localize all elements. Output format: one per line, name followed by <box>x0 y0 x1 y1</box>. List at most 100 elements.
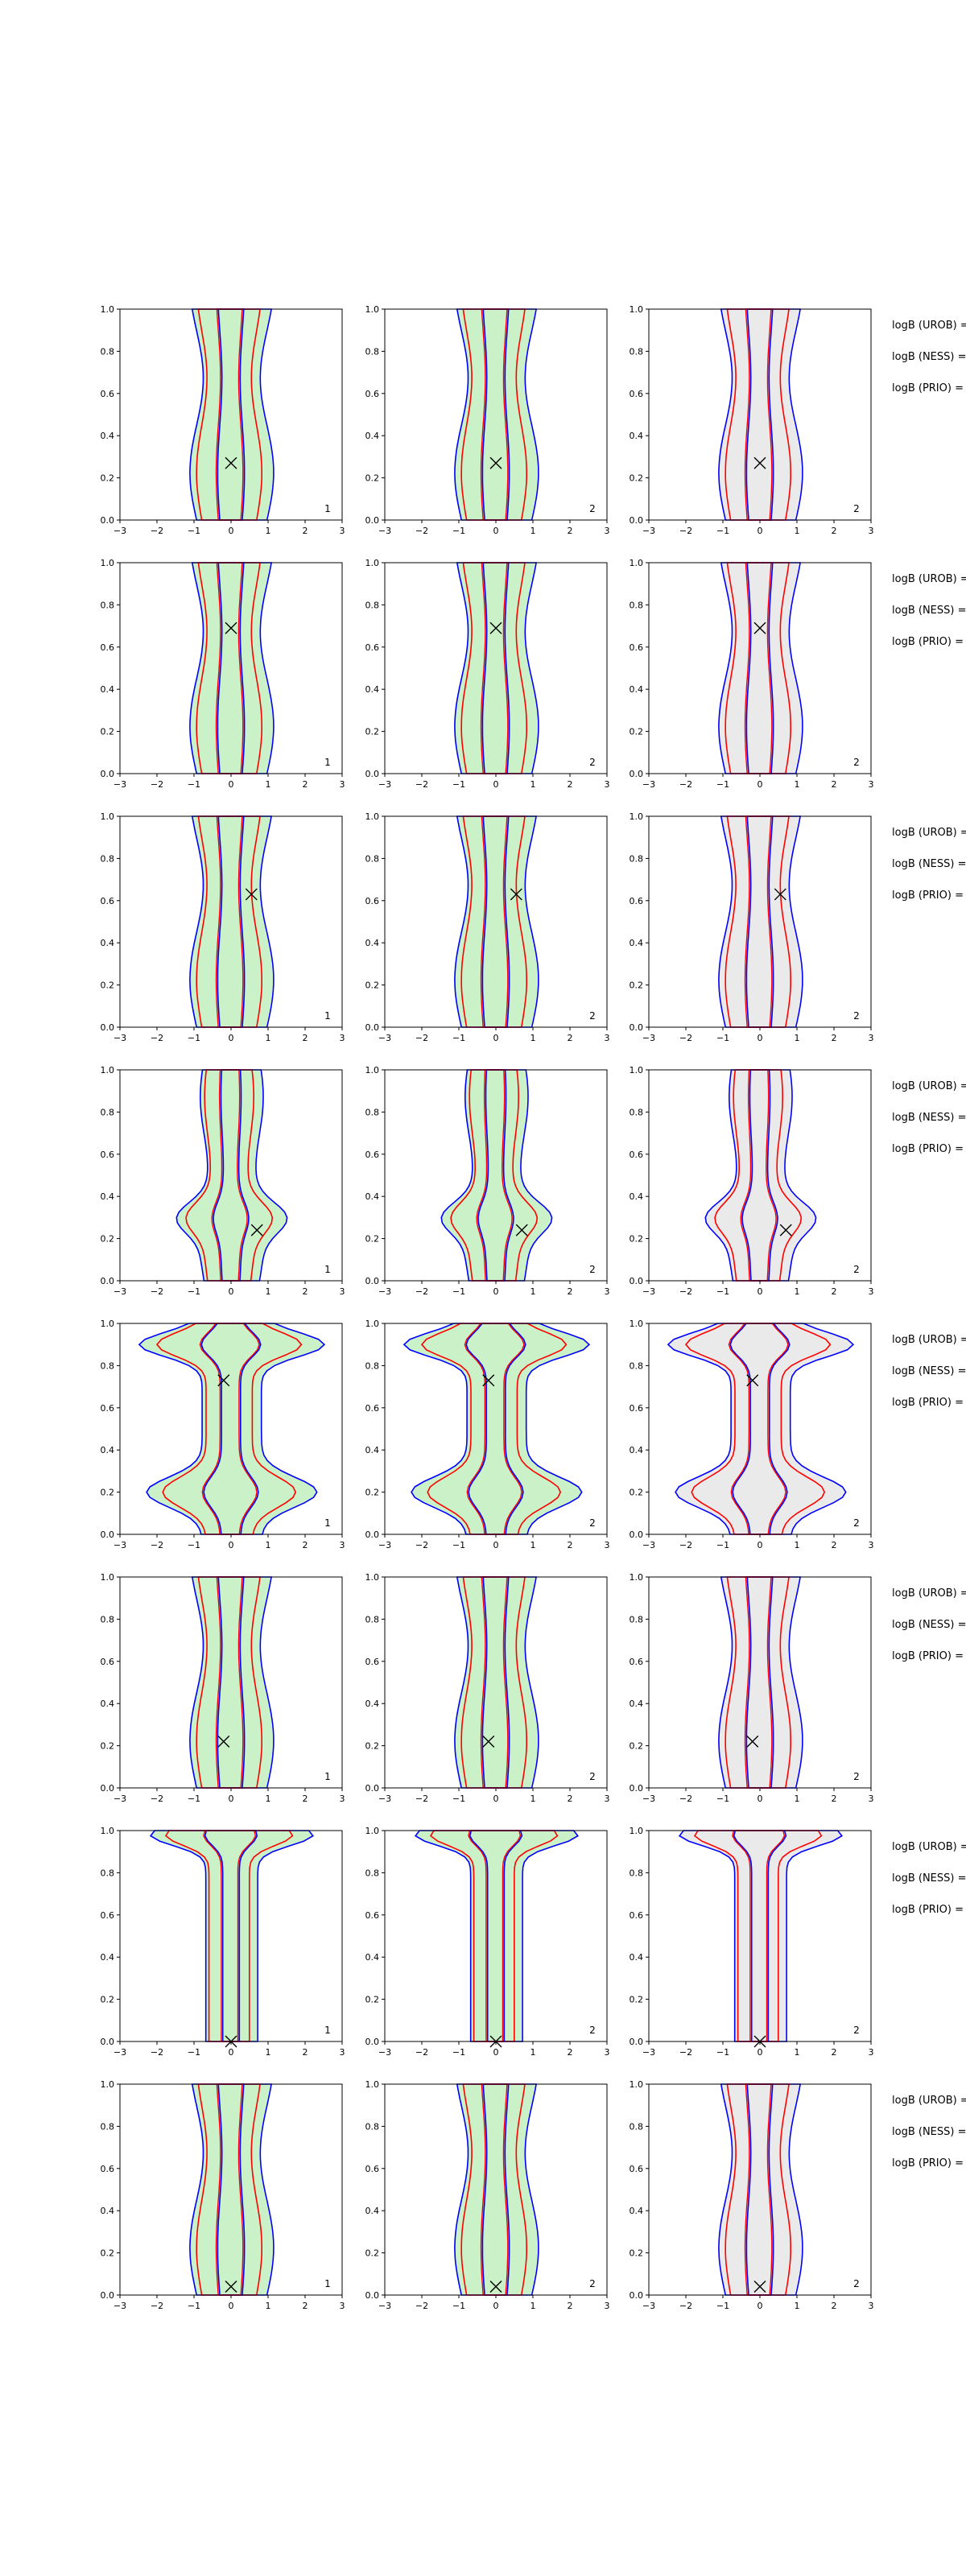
y-tick-label: 0.2 <box>101 980 115 991</box>
y-tick-label: 0.2 <box>365 980 380 991</box>
marker-x <box>489 456 502 469</box>
x-tick-label: 1 <box>266 1286 271 1297</box>
x-tick-label: −3 <box>114 1540 126 1550</box>
row-annotation: logB (NESS) = <box>892 1112 966 1124</box>
y-tick-label: 0.6 <box>365 389 380 399</box>
y-tick-label: 0.2 <box>101 1234 115 1245</box>
x-tick-label: 0 <box>229 779 234 790</box>
x-tick-label: −3 <box>114 526 126 536</box>
marker-x <box>753 456 766 469</box>
x-tick-label: 1 <box>795 1794 800 1804</box>
x-tick-label: −1 <box>452 2047 465 2058</box>
density-fill <box>189 309 273 520</box>
row-annotation: logB (NESS) = <box>892 2126 966 2138</box>
marker-x <box>489 2281 502 2293</box>
panel-label: 2 <box>853 1010 860 1022</box>
y-tick-label: 0.0 <box>630 2037 644 2047</box>
x-tick-label: 3 <box>340 1794 345 1804</box>
row-annotation: logB (UROB) = <box>892 1587 966 1600</box>
y-tick-label: 0.8 <box>630 1360 644 1371</box>
y-tick-label: 0.4 <box>630 684 644 695</box>
y-tick-label: 0.2 <box>630 1488 644 1498</box>
marker-x <box>250 1224 263 1236</box>
y-tick-label: 0.8 <box>365 346 380 357</box>
x-tick-label: 2 <box>303 1794 308 1804</box>
x-tick-label: 3 <box>605 2047 610 2058</box>
y-tick-label: 0.0 <box>365 1022 380 1033</box>
y-tick-label: 0.6 <box>101 1403 115 1414</box>
y-tick-label: 1.0 <box>630 304 644 315</box>
x-tick-label: −1 <box>716 1540 729 1550</box>
x-tick-label: 0 <box>229 1286 234 1297</box>
x-tick-label: −3 <box>114 779 126 790</box>
x-tick-label: 2 <box>832 779 837 790</box>
density-fill <box>718 2084 802 2295</box>
y-tick-label: 0.2 <box>101 1995 115 2005</box>
marker-x <box>774 888 786 901</box>
row-annotation: logB (PRIO) = <box>892 2157 964 2169</box>
subplot-r5-c3: −3 −2 −1 0 1 2 3 0.0 0.2 0.4 0.6 0.8 1.0 2 <box>630 1319 874 1550</box>
x-tick-label: −1 <box>188 2047 200 2058</box>
x-tick-label: −3 <box>378 1794 391 1804</box>
x-tick-label: −3 <box>642 1540 655 1550</box>
x-tick-label: −3 <box>378 1033 391 1043</box>
row-annotation: logB (NESS) = <box>892 1619 966 1631</box>
y-tick-label: 0.0 <box>101 2037 115 2047</box>
x-tick-label: 3 <box>605 1286 610 1297</box>
x-tick-label: 3 <box>340 1033 345 1043</box>
x-tick-label: 0 <box>493 1540 499 1550</box>
y-tick-label: 0.2 <box>630 727 644 737</box>
x-tick-label: −1 <box>452 526 465 536</box>
x-tick-label: −3 <box>642 779 655 790</box>
y-tick-label: 0.6 <box>630 389 644 399</box>
density-fill <box>138 1323 324 1534</box>
x-tick-label: −3 <box>642 2301 655 2311</box>
row-annotation: logB (UROB) = <box>892 2095 966 2107</box>
x-tick-label: −3 <box>114 1033 126 1043</box>
subplot-r5-c1: −3 −2 −1 0 1 2 3 0.0 0.2 0.4 0.6 0.8 1.0 1 <box>101 1319 345 1550</box>
density-fill <box>718 1577 802 1788</box>
x-tick-label: 3 <box>869 1540 874 1550</box>
x-tick-label: −1 <box>188 1794 200 1804</box>
y-tick-label: 0.8 <box>630 600 644 610</box>
x-tick-label: 2 <box>568 1540 573 1550</box>
x-tick-label: −1 <box>188 1540 200 1550</box>
x-tick-label: −1 <box>716 2301 729 2311</box>
y-tick-label: 0.8 <box>365 853 380 864</box>
x-tick-label: −2 <box>679 779 692 790</box>
y-tick-label: 0.0 <box>365 1276 380 1286</box>
y-tick-label: 0.8 <box>101 346 115 357</box>
y-tick-label: 1.0 <box>365 2079 380 2090</box>
y-tick-label: 0.0 <box>365 1783 380 1794</box>
y-tick-label: 1.0 <box>630 2079 644 2090</box>
x-tick-label: 3 <box>340 1540 345 1550</box>
x-tick-label: −1 <box>716 1033 729 1043</box>
x-tick-label: 1 <box>530 1794 536 1804</box>
marker-x <box>482 1735 495 1748</box>
x-tick-label: 0 <box>229 1794 234 1804</box>
x-tick-label: 3 <box>869 1033 874 1043</box>
marker-x <box>515 1224 528 1236</box>
y-tick-label: 0.8 <box>101 1360 115 1371</box>
y-tick-label: 0.0 <box>630 2290 644 2301</box>
y-tick-label: 0.2 <box>101 473 115 484</box>
y-tick-label: 0.6 <box>365 642 380 653</box>
y-tick-label: 0.6 <box>630 1910 644 1921</box>
row-annotation: logB (PRIO) = <box>892 636 964 648</box>
x-tick-label: 0 <box>493 1286 499 1297</box>
row-annotation: logB (NESS) = <box>892 1365 966 1377</box>
density-fill <box>403 1323 588 1534</box>
y-tick-label: 0.2 <box>630 980 644 991</box>
x-tick-label: −2 <box>151 2301 163 2311</box>
panel-label: 2 <box>853 1264 860 1275</box>
y-tick-label: 1.0 <box>365 304 380 315</box>
x-tick-label: 0 <box>229 2301 234 2311</box>
row-annotation: logB (UROB) = <box>892 320 966 332</box>
row-annotation: logB (UROB) = <box>892 1841 966 1853</box>
x-tick-label: −1 <box>188 2301 200 2311</box>
x-tick-label: 2 <box>303 2047 308 2058</box>
x-tick-label: 3 <box>340 1286 345 1297</box>
row-annotation: logB (PRIO) = <box>892 1904 964 1916</box>
y-tick-label: 1.0 <box>101 1826 115 1836</box>
marker-x <box>225 2281 237 2293</box>
